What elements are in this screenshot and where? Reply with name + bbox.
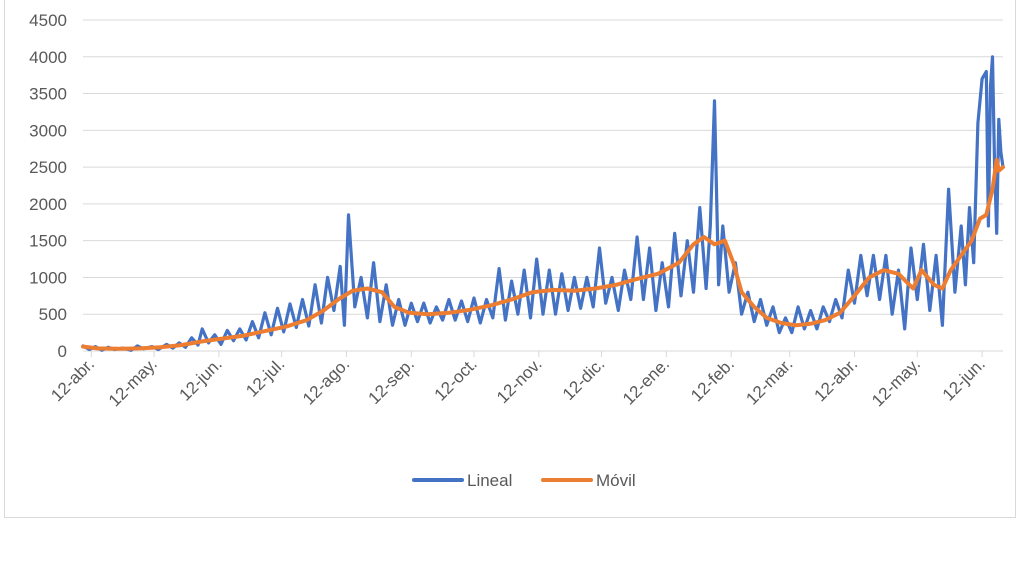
legend: Lineal Móvil	[412, 471, 636, 490]
series-line-lineal	[81, 55, 1005, 352]
y-tick-label: 1000	[29, 268, 67, 287]
x-tick-label: 12-dic.	[559, 354, 609, 404]
series-lines	[81, 55, 1005, 352]
x-tick-label: 12-may.	[868, 354, 924, 410]
y-tick-label: 4500	[29, 11, 67, 30]
y-tick-label: 500	[39, 305, 67, 324]
x-tick-label: 12-abr.	[811, 354, 862, 405]
y-tick-label: 3500	[29, 85, 67, 104]
y-tick-label: 2500	[29, 158, 67, 177]
x-tick-label: 12-may.	[105, 354, 161, 410]
x-tick-label: 12-sep.	[365, 354, 419, 408]
y-axis-tick-labels: 0 500 1000 1500 2000 2500 3000 3500 4000 4500	[29, 11, 67, 361]
x-tick-label: 12-mar.	[742, 354, 796, 408]
y-tick-label: 0	[58, 342, 67, 361]
x-tick-label: 12-oct.	[431, 354, 481, 404]
series-line-m-vil	[81, 157, 1005, 351]
x-tick-label: 12-jun.	[939, 354, 989, 404]
x-tick-label: 12-jul.	[242, 354, 288, 400]
x-axis	[83, 350, 1003, 357]
x-tick-label: 12-nov.	[493, 354, 546, 407]
y-tick-label: 1500	[29, 232, 67, 251]
x-axis-tick-labels: 12-abr. 12-may. 12-jun. 12-jul. 12-ago. 12-se…	[47, 354, 989, 410]
gridlines	[83, 19, 1003, 315]
x-tick-label: 12-ene.	[619, 354, 673, 408]
y-tick-label: 4000	[29, 48, 67, 67]
legend-label: Lineal	[467, 471, 512, 490]
y-tick-label: 2000	[29, 195, 67, 214]
x-tick-label: 12-jun.	[176, 354, 226, 404]
legend-label: Móvil	[596, 471, 636, 490]
x-tick-label: 12-abr.	[47, 354, 98, 405]
x-tick-label: 12-feb.	[687, 354, 738, 405]
chart-frame	[4, 0, 1016, 518]
y-tick-label: 3000	[29, 121, 67, 140]
x-tick-label: 12-ago.	[299, 354, 353, 408]
